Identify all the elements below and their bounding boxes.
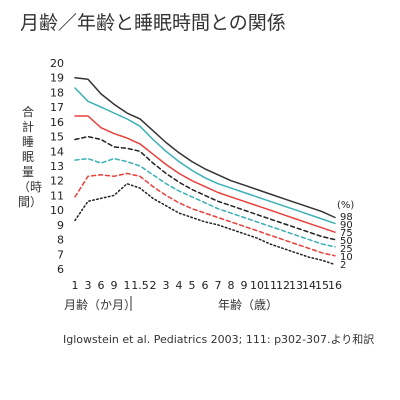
- percentile-label-75: 75: [340, 228, 353, 239]
- y-tick-label: 11: [50, 189, 64, 202]
- series-layer: [74, 76, 336, 266]
- percentile-label-90: 90: [340, 220, 353, 231]
- x-tick-label: 12: [276, 279, 290, 292]
- series-line-p75: [74, 115, 336, 233]
- x-tick-label: 2: [150, 279, 157, 292]
- x-tick-label: 10: [250, 279, 264, 292]
- series-line-p98: [74, 76, 336, 219]
- x-tick-label: 15: [315, 279, 329, 292]
- percentile-label-10: 10: [340, 252, 353, 263]
- x-tick-label: 6: [202, 279, 209, 292]
- x-tick-label: 9: [111, 279, 118, 292]
- series-line-p90: [74, 87, 336, 225]
- y-tick-label: 8: [57, 234, 64, 247]
- x-tick-label: 7: [215, 279, 222, 292]
- x-tick-label: 1.5: [131, 279, 149, 292]
- series-line-p10: [74, 172, 336, 257]
- y-tick-label: 13: [50, 160, 64, 173]
- y-tick-label: 20: [50, 57, 64, 70]
- page-title: 月齢／年齢と睡眠時間との関係: [20, 12, 286, 34]
- percentile-label-2: 2: [340, 260, 346, 271]
- y-tick-label: 18: [50, 86, 64, 99]
- x-tick-label: 16: [328, 279, 342, 292]
- x-tick-label: 1: [124, 279, 131, 292]
- y-tick-label: 6: [57, 263, 64, 276]
- percentile-unit-label: (%): [337, 200, 354, 211]
- y-tick-label: 15: [50, 131, 64, 144]
- x-tick-label: 14: [302, 279, 316, 292]
- y-tick-label: 12: [50, 175, 64, 188]
- x-tick-label: 3: [163, 279, 170, 292]
- source-citation: Iglowstein et al. Pediatrics 2003; 111: …: [63, 333, 375, 346]
- x-tick-label: 13: [289, 279, 303, 292]
- percentile-label-98: 98: [340, 212, 353, 223]
- x-tick-label: 6: [98, 279, 105, 292]
- y-tick-label: 16: [50, 116, 64, 129]
- x-tick-label: 4: [176, 279, 183, 292]
- y-tick-label: 9: [57, 219, 64, 232]
- series-line-p2: [74, 182, 336, 266]
- percentile-label-25: 25: [340, 244, 353, 255]
- x-tick-label: 8: [228, 279, 235, 292]
- y-tick-label: 19: [50, 72, 64, 85]
- x-tick-label: 3: [85, 279, 92, 292]
- y-tick-label: 14: [50, 145, 64, 158]
- series-line-p50: [74, 135, 336, 241]
- y-axis-label: 合計睡眠量（時間）: [18, 105, 43, 209]
- percentile-label-50: 50: [340, 236, 353, 247]
- x-group-label-years: 年齢（歳）: [218, 298, 279, 312]
- series-line-p25: [74, 157, 336, 248]
- y-tick-label: 17: [50, 101, 64, 114]
- x-tick-label: 11: [263, 279, 277, 292]
- x-tick-label: 1: [72, 279, 79, 292]
- x-tick-label: 5: [189, 279, 196, 292]
- x-group-label-months: 月齢（か月）: [64, 298, 137, 312]
- x-tick-label: 9: [241, 279, 248, 292]
- y-tick-label: 7: [57, 248, 64, 261]
- y-tick-label: 10: [50, 204, 64, 217]
